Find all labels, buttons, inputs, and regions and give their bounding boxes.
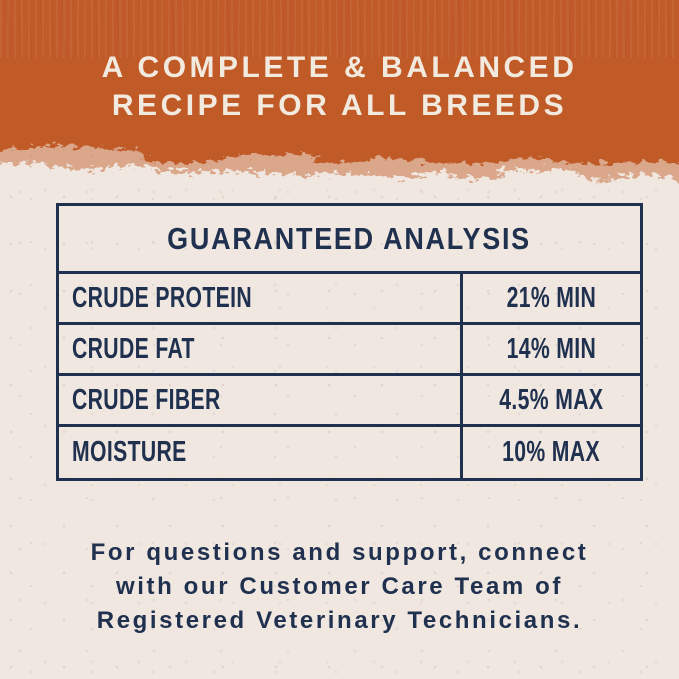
nutrient-label-cell: CRUDE PROTEIN (59, 274, 463, 322)
support-note-line3: Registered Veterinary Technicians. (96, 607, 583, 634)
table-row: CRUDE FIBER 4.5% MAX (59, 376, 640, 427)
guaranteed-analysis-table: GUARANTEED ANALYSIS CRUDE PROTEIN 21% MI… (56, 203, 643, 481)
nutrient-label-cell: CRUDE FIBER (59, 376, 463, 424)
banner-headline: A COMPLETE & BALANCED RECIPE FOR ALL BRE… (0, 49, 679, 125)
nutrient-value: 10% MAX (502, 436, 601, 468)
table-row: CRUDE PROTEIN 21% MIN (59, 274, 640, 325)
support-note-line2: with our Customer Care Team of (116, 573, 563, 600)
nutrient-value-cell: 10% MAX (463, 427, 640, 478)
table-title-row: GUARANTEED ANALYSIS (59, 206, 640, 274)
nutrient-label: CRUDE FIBER (72, 383, 221, 416)
nutrient-value-cell: 21% MIN (463, 274, 640, 322)
nutrient-value-cell: 14% MIN (463, 325, 640, 373)
support-note-line1: For questions and support, connect (90, 539, 589, 566)
nutrient-label-cell: MOISTURE (59, 427, 463, 478)
nutrient-value: 21% MIN (506, 281, 597, 314)
nutrient-value: 14% MIN (506, 332, 597, 365)
nutrient-label: CRUDE FAT (72, 332, 195, 365)
nutrient-value: 4.5% MAX (499, 383, 604, 416)
support-note: For questions and support, connect with … (0, 536, 679, 638)
nutrient-label: CRUDE PROTEIN (72, 281, 253, 314)
nutrient-label-cell: CRUDE FAT (59, 325, 463, 373)
nutrient-value-cell: 4.5% MAX (463, 376, 640, 424)
table-row: MOISTURE 10% MAX (59, 427, 640, 478)
banner-headline-line2: RECIPE FOR ALL BREEDS (111, 89, 568, 122)
table-title: GUARANTEED ANALYSIS (167, 220, 532, 256)
nutrient-label: MOISTURE (72, 436, 187, 468)
banner-headline-line1: A COMPLETE & BALANCED (101, 51, 578, 84)
table-row: CRUDE FAT 14% MIN (59, 325, 640, 376)
